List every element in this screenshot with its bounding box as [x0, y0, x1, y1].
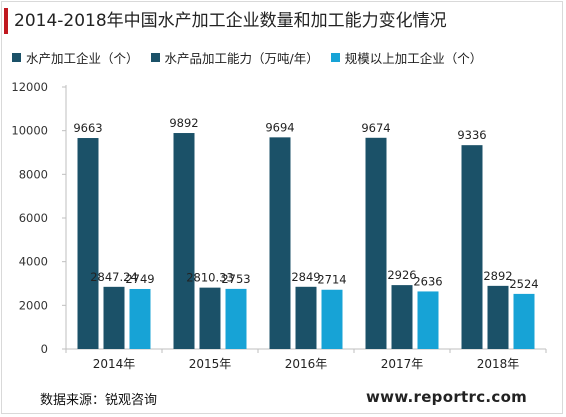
data-label: 9694	[265, 120, 294, 134]
bar	[103, 286, 125, 349]
data-label: 2926	[387, 268, 416, 282]
data-label: 2749	[125, 272, 154, 286]
y-tick-label: 6000	[19, 211, 48, 225]
x-tick-label: 2014年	[93, 357, 136, 371]
title-accent-bar	[4, 8, 8, 34]
legend-item-processing-capacity: 水产品加工能力（万吨/年）	[150, 48, 319, 67]
bar	[321, 289, 343, 349]
data-label: 9674	[361, 121, 390, 135]
y-tick-label: 0	[41, 342, 48, 356]
legend: 水产加工企业（个） 水产品加工能力（万吨/年） 规模以上加工企业（个）	[12, 48, 494, 67]
bar	[129, 288, 151, 349]
data-label: 2849	[291, 270, 320, 284]
x-tick-label: 2018年	[477, 357, 520, 371]
data-label: 2636	[413, 274, 442, 288]
bar	[417, 291, 439, 349]
data-label: 2524	[509, 277, 538, 291]
y-tick-label: 12000	[11, 80, 48, 94]
bar	[365, 137, 387, 349]
data-label: 9892	[169, 116, 198, 130]
bar	[269, 137, 291, 349]
website-watermark: www.reportrc.com	[366, 388, 528, 406]
bar	[199, 287, 221, 349]
x-tick-label: 2015年	[189, 357, 232, 371]
data-source: 数据来源：锐观咨询	[40, 393, 158, 408]
x-tick-label: 2017年	[381, 357, 424, 371]
data-label: 2892	[483, 269, 512, 283]
y-tick-label: 8000	[19, 167, 48, 181]
bar	[513, 293, 535, 349]
bar	[295, 286, 317, 349]
legend-swatch-processing-enterprises	[12, 53, 21, 62]
bar	[487, 285, 509, 349]
data-label: 9663	[73, 121, 102, 135]
y-tick-label: 4000	[19, 255, 48, 269]
data-label: 2810.33	[186, 271, 234, 285]
x-tick-label: 2016年	[285, 357, 328, 371]
data-label: 2847.24	[90, 270, 138, 284]
chart-title: 2014-2018年中国水产加工企业数量和加工能力变化情况	[14, 11, 447, 31]
legend-swatch-large-scale-enterprises	[330, 53, 340, 62]
y-tick-label: 10000	[11, 124, 48, 138]
bar	[461, 145, 483, 349]
data-label: 2753	[221, 272, 250, 286]
bar	[77, 138, 99, 349]
legend-item-processing-enterprises: 水产加工企业（个）	[12, 48, 139, 67]
legend-swatch-processing-capacity	[150, 53, 160, 62]
bar	[173, 133, 195, 349]
bar	[391, 285, 413, 349]
data-label: 9336	[457, 128, 486, 142]
legend-item-large-scale-enterprises: 规模以上加工企业（个）	[330, 48, 483, 67]
data-label: 2714	[317, 273, 346, 287]
y-tick-label: 2000	[19, 298, 48, 312]
bar	[225, 288, 247, 349]
legend-label: 水产品加工能力（万吨/年）	[164, 51, 319, 66]
legend-label: 规模以上加工企业（个）	[344, 51, 483, 66]
legend-label: 水产加工企业（个）	[26, 51, 139, 66]
